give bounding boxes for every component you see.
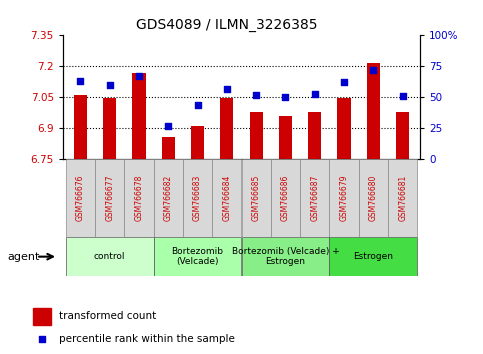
Bar — [242, 159, 271, 237]
Text: agent: agent — [7, 252, 40, 262]
Bar — [250, 112, 263, 159]
Bar — [338, 98, 351, 159]
Bar — [183, 159, 212, 237]
Point — [369, 67, 377, 73]
Text: GSM766678: GSM766678 — [134, 175, 143, 222]
Point — [194, 102, 201, 108]
Point — [282, 95, 289, 100]
Bar — [242, 237, 329, 276]
Bar — [329, 237, 417, 276]
Text: transformed count: transformed count — [59, 312, 156, 321]
Bar — [279, 116, 292, 159]
Bar — [124, 159, 154, 237]
Bar — [359, 159, 388, 237]
Point — [135, 73, 143, 79]
Text: GSM766684: GSM766684 — [222, 175, 231, 222]
Bar — [271, 159, 300, 237]
Bar — [162, 137, 175, 159]
Bar — [66, 159, 95, 237]
Bar — [329, 159, 359, 237]
Bar — [308, 112, 321, 159]
Bar — [66, 237, 154, 276]
Text: GSM766681: GSM766681 — [398, 175, 407, 221]
Bar — [191, 126, 204, 159]
Text: Bortezomib (Velcade) +
Estrogen: Bortezomib (Velcade) + Estrogen — [231, 247, 340, 266]
Text: GSM766680: GSM766680 — [369, 175, 378, 222]
Text: GSM766679: GSM766679 — [340, 175, 349, 222]
Bar — [396, 112, 409, 159]
Text: GSM766677: GSM766677 — [105, 175, 114, 222]
Bar — [300, 159, 329, 237]
Text: GSM766683: GSM766683 — [193, 175, 202, 222]
Point — [164, 123, 172, 129]
Bar — [132, 73, 145, 159]
Text: GSM766687: GSM766687 — [310, 175, 319, 222]
Bar — [33, 308, 51, 325]
Bar — [154, 237, 242, 276]
Text: Estrogen: Estrogen — [354, 252, 393, 261]
Text: GSM766686: GSM766686 — [281, 175, 290, 222]
Point — [399, 93, 407, 99]
Bar — [154, 159, 183, 237]
Text: Bortezomib
(Velcade): Bortezomib (Velcade) — [171, 247, 224, 266]
Point — [223, 86, 231, 91]
Bar — [212, 159, 242, 237]
Text: GSM766685: GSM766685 — [252, 175, 261, 222]
Point — [340, 80, 348, 85]
Text: percentile rank within the sample: percentile rank within the sample — [59, 334, 235, 344]
Text: GDS4089 / ILMN_3226385: GDS4089 / ILMN_3226385 — [136, 18, 318, 32]
Bar — [220, 98, 233, 159]
Bar — [103, 98, 116, 159]
Text: control: control — [94, 252, 126, 261]
Point — [106, 82, 114, 88]
Text: GSM766676: GSM766676 — [76, 175, 85, 222]
Bar — [388, 159, 417, 237]
Point — [38, 336, 46, 342]
Point — [311, 91, 319, 97]
Point — [252, 92, 260, 98]
Bar — [74, 95, 87, 159]
Point — [76, 78, 84, 84]
Text: GSM766682: GSM766682 — [164, 175, 173, 221]
Bar — [95, 159, 124, 237]
Bar — [367, 63, 380, 159]
